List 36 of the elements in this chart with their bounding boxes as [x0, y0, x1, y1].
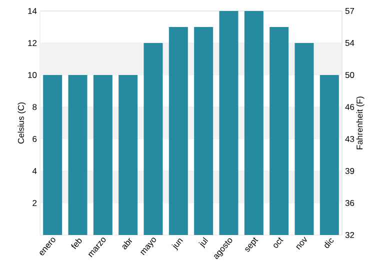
y2-tick-label: 57 — [345, 8, 354, 14]
bar — [68, 74, 88, 235]
x-tick-label: dic — [324, 238, 334, 248]
y-tick-label: 6 — [32, 136, 37, 142]
y-axis-title: Celsius (C) — [18, 102, 26, 144]
y-tick-label: 14 — [28, 8, 37, 14]
bar — [270, 26, 289, 235]
x-tick-label: jun — [172, 238, 183, 251]
bar — [244, 10, 264, 235]
y2-tick-label: 43 — [345, 136, 354, 142]
bar — [294, 42, 314, 235]
bar — [320, 74, 339, 235]
x-tick-label: abr — [122, 238, 132, 250]
x-tick-label: nov — [296, 236, 307, 250]
y2-tick-label: 50 — [345, 72, 354, 78]
y-tick-label: 4 — [32, 168, 37, 174]
x-tick-label: jul — [198, 237, 208, 248]
bar — [168, 26, 188, 235]
y2-tick-label: 46 — [345, 104, 354, 110]
bar — [43, 74, 62, 235]
y2-axis-title: Fahrenheit (F) — [356, 96, 364, 150]
y-tick-label: 8 — [32, 104, 37, 110]
bar — [144, 42, 163, 235]
bar — [118, 74, 138, 235]
bar — [194, 26, 214, 235]
bar — [219, 10, 238, 235]
y2-tick-label: 39 — [345, 168, 354, 174]
bar — [93, 74, 112, 235]
y-tick-label: 10 — [28, 72, 37, 78]
y-tick-label: 12 — [28, 40, 37, 46]
y2-tick-label: 32 — [345, 232, 354, 238]
x-tick-label: oct — [274, 237, 284, 248]
y2-tick-label: 36 — [345, 200, 354, 206]
y-tick-label: 2 — [32, 200, 37, 206]
x-tick-label: feb — [71, 238, 82, 250]
y2-tick-label: 54 — [345, 40, 354, 46]
